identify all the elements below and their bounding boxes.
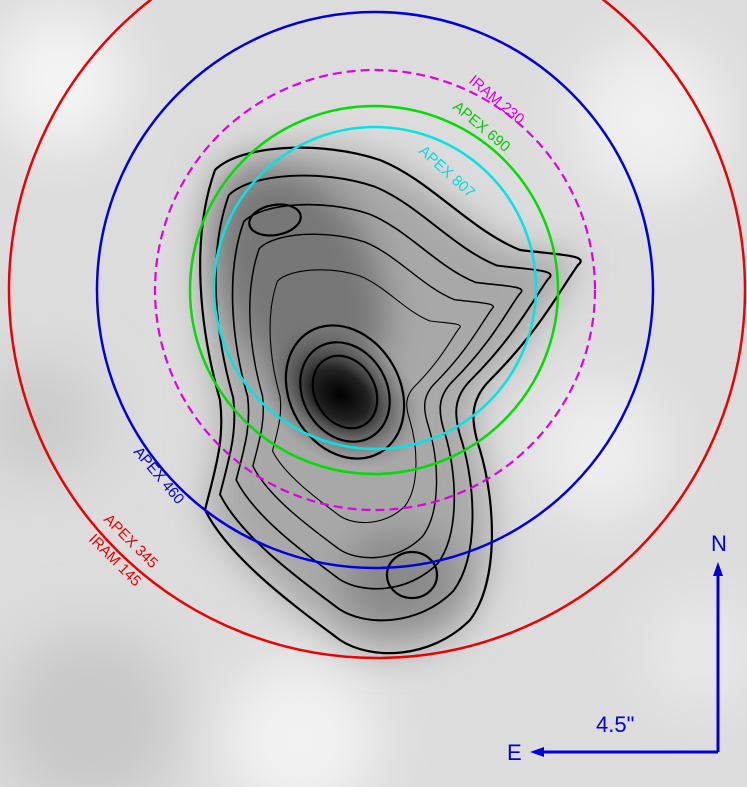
- beam-circle: [7, 0, 747, 660]
- noise: [0, 10, 747, 787]
- north-label: N: [711, 531, 727, 556]
- beam-circle: [153, 68, 597, 512]
- contours: [199, 146, 582, 655]
- beam-circle: [95, 10, 655, 570]
- beam-circle: [188, 104, 560, 476]
- arrow-head: [713, 562, 723, 576]
- arrow-head: [530, 747, 544, 757]
- core: [257, 320, 423, 470]
- beam-circle: [212, 125, 538, 451]
- east-label: E: [507, 740, 522, 765]
- compass: N E 4.5": [507, 531, 727, 765]
- scale-label: 4.5": [596, 712, 634, 737]
